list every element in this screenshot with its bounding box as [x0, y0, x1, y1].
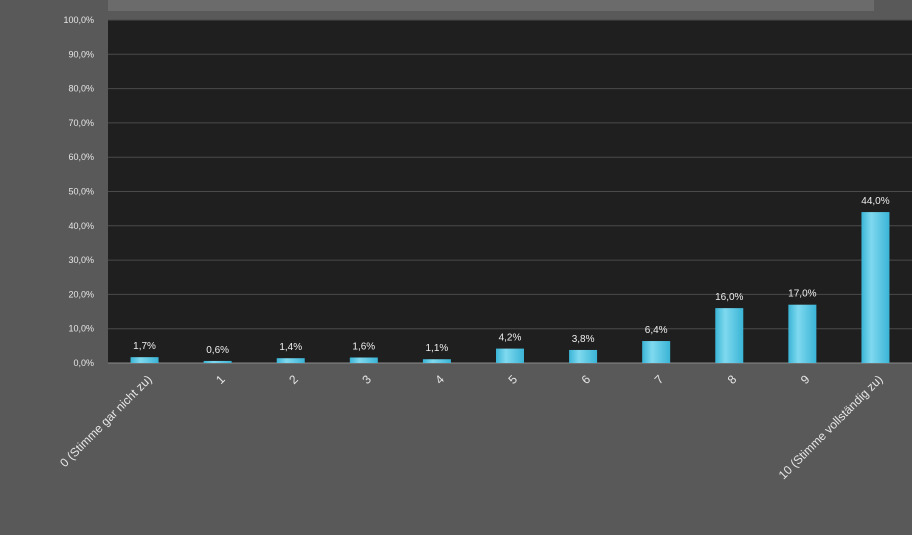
bar: [422, 359, 451, 363]
y-tick-label: 40,0%: [68, 221, 94, 231]
bar: [715, 308, 744, 363]
data-label: 0,6%: [206, 345, 229, 356]
data-label: 17,0%: [788, 289, 816, 300]
y-tick-label: 30,0%: [68, 255, 94, 265]
y-tick-label: 70,0%: [68, 118, 94, 128]
chart-title-bar: [108, 0, 874, 11]
data-label: 6,4%: [645, 325, 668, 336]
bar: [642, 341, 671, 363]
data-label: 16,0%: [715, 292, 743, 303]
y-tick-label: 60,0%: [68, 152, 94, 162]
bar: [203, 360, 232, 363]
y-tick-label: 0,0%: [73, 358, 94, 368]
y-tick-label: 100,0%: [63, 15, 94, 25]
bars: [130, 212, 890, 363]
y-tick-label: 20,0%: [68, 289, 94, 299]
data-label: 1,1%: [426, 343, 449, 354]
y-tick-label: 90,0%: [68, 49, 94, 59]
bar: [130, 357, 159, 363]
data-label: 44,0%: [861, 196, 889, 207]
data-label: 4,2%: [499, 333, 522, 344]
y-axis-tick-labels: 0,0% 10,0% 20,0% 30,0% 40,0% 50,0% 60,0% 70,0% 8…: [63, 15, 94, 368]
y-tick-label: 50,0%: [68, 187, 94, 197]
y-tick-label: 80,0%: [68, 84, 94, 94]
data-label: 3,8%: [572, 334, 595, 345]
data-label: 1,7%: [133, 341, 156, 352]
gridlines: [108, 19, 912, 364]
bar: [861, 212, 890, 363]
data-label: 1,4%: [279, 342, 302, 353]
bar: [569, 349, 598, 363]
bar: [276, 358, 305, 363]
bar: [788, 304, 817, 363]
data-labels: 1,7% 0,6% 1,4% 1,6% 1,1% 4,2% 3,8% 6,4% 16,0% 17,…: [133, 196, 890, 356]
bar: [496, 348, 524, 363]
bar: [349, 357, 378, 363]
y-tick-label: 10,0%: [68, 324, 94, 334]
data-label: 1,6%: [352, 342, 375, 353]
